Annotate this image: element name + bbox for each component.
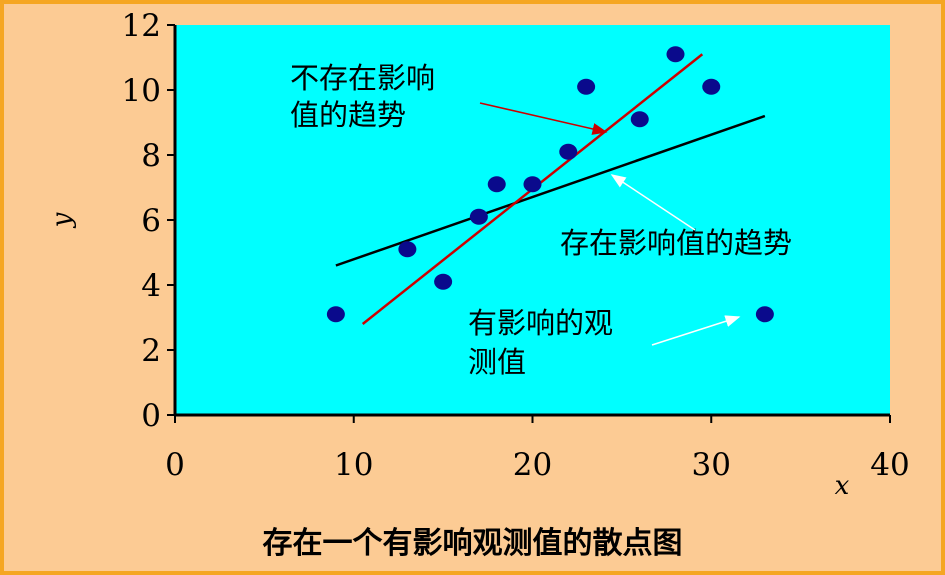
arrow-to-black-line <box>610 174 696 231</box>
y-tick-label: 2 <box>141 333 161 369</box>
data-point <box>523 176 542 193</box>
annotation-outlier-line2: 测值 <box>468 345 526 379</box>
annotation-outlier-line1: 有影响的观 <box>468 306 613 340</box>
data-point <box>559 143 578 160</box>
data-point <box>702 78 721 95</box>
annotation-no-outlier-line1: 不存在影响 <box>290 61 435 95</box>
y-axis-label: y <box>47 212 77 228</box>
x-tick-label: 30 <box>692 447 731 483</box>
data-point <box>487 176 506 193</box>
y-tick-label: 10 <box>122 73 161 109</box>
plot-area <box>175 25 890 415</box>
y-tick-label: 6 <box>141 203 161 239</box>
chart-caption: 存在一个有影响观测值的散点图 <box>262 526 683 561</box>
data-point <box>577 78 596 95</box>
x-tick-label: 10 <box>334 447 373 483</box>
data-point <box>434 273 453 290</box>
annotation-no-outlier-line2: 值的趋势 <box>290 98 406 132</box>
y-tick-label: 12 <box>122 8 161 44</box>
annotation-with-outlier: 存在影响值的趋势 <box>560 226 792 260</box>
x-axis-label: x <box>835 471 850 501</box>
data-point <box>755 306 774 323</box>
y-tick-label: 4 <box>141 268 161 304</box>
arrow-to-outlier <box>651 315 741 346</box>
data-point <box>469 208 488 225</box>
x-tick-label: 20 <box>513 447 552 483</box>
y-tick-label: 0 <box>141 398 161 434</box>
arrow-to-red-line <box>479 102 608 135</box>
x-tick-label: 0 <box>165 447 185 483</box>
y-tick-label: 8 <box>141 138 161 174</box>
trend-line-with-outlier <box>335 114 766 267</box>
data-point <box>326 306 345 323</box>
data-point <box>630 111 649 128</box>
x-tick-label: 40 <box>870 447 909 483</box>
data-point <box>666 46 685 63</box>
data-point <box>398 241 417 258</box>
